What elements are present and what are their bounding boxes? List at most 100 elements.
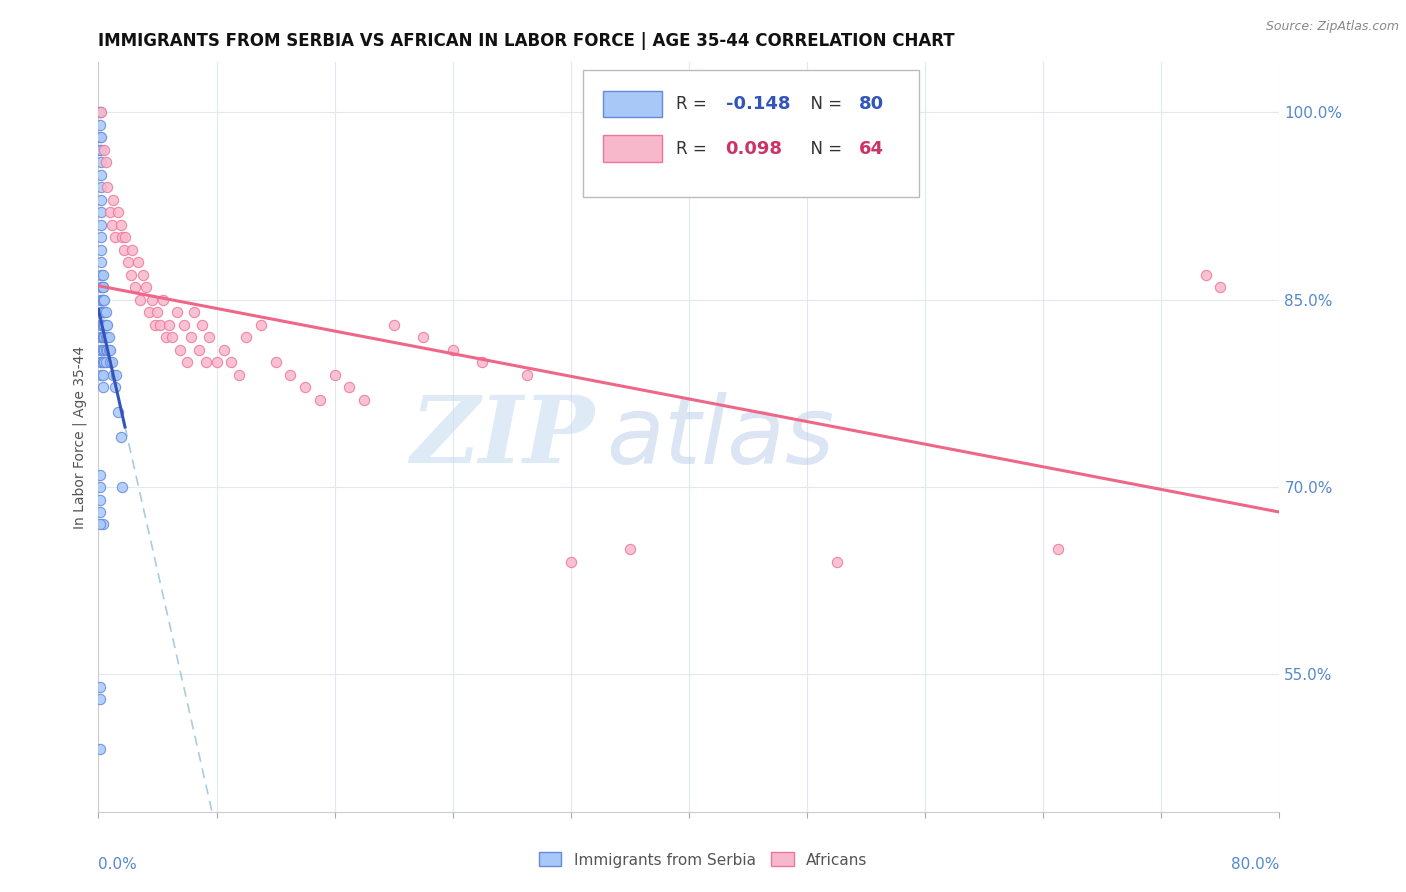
Point [91, 330, 114, 344]
Point [91, 368, 114, 382]
Text: 0.098: 0.098 [725, 140, 783, 158]
Point [212, 343, 235, 357]
Point [91, 268, 114, 282]
Point [560, 555, 582, 569]
Text: 0.0%: 0.0% [98, 856, 138, 871]
Point [441, 343, 464, 357]
Point [89, 467, 111, 482]
Text: N =: N = [800, 140, 848, 158]
Point [91, 293, 114, 307]
Point [1209, 280, 1232, 294]
Point [195, 355, 218, 369]
Point [111, 230, 134, 244]
Point [90, 155, 112, 169]
Point [90, 268, 112, 282]
Point [339, 380, 361, 394]
Text: atlas: atlas [606, 392, 835, 483]
Point [382, 318, 405, 332]
Point [107, 405, 129, 419]
Text: R =: R = [676, 95, 711, 112]
Point [90, 355, 112, 369]
Text: 80: 80 [859, 95, 884, 112]
Point [146, 305, 169, 319]
Point [104, 230, 127, 244]
Point [89, 105, 111, 120]
Point [1195, 268, 1218, 282]
Point [97, 343, 120, 357]
Point [91, 305, 114, 319]
Point [90, 318, 112, 332]
Point [91, 305, 114, 319]
Point [91, 293, 114, 307]
Point [90, 143, 112, 157]
Point [111, 480, 134, 494]
Point [155, 330, 177, 344]
Point [94, 318, 117, 332]
Point [93, 305, 115, 319]
Point [96, 343, 118, 357]
Point [91, 355, 114, 369]
Point [90, 180, 112, 194]
Point [264, 355, 287, 369]
Point [323, 368, 346, 382]
Point [89, 692, 111, 706]
Point [97, 330, 120, 344]
Point [173, 318, 195, 332]
Point [280, 368, 302, 382]
FancyBboxPatch shape [582, 70, 920, 197]
Point [93, 318, 115, 332]
Point [91, 343, 114, 357]
Point [98, 343, 121, 357]
Point [89, 143, 111, 157]
Text: N =: N = [800, 95, 848, 112]
Point [90, 280, 112, 294]
Point [198, 330, 221, 344]
Point [98, 355, 121, 369]
Point [94, 343, 117, 357]
Point [250, 318, 273, 332]
Point [90, 330, 112, 344]
Point [169, 343, 191, 357]
Point [105, 368, 128, 382]
Point [90, 230, 112, 244]
Point [152, 293, 174, 307]
Text: ZIP: ZIP [411, 392, 595, 482]
Point [516, 368, 538, 382]
Point [93, 343, 115, 357]
Point [93, 293, 115, 307]
Point [103, 193, 125, 207]
Point [228, 368, 250, 382]
Point [90, 355, 112, 369]
Point [90, 305, 112, 319]
Point [1046, 542, 1070, 557]
Point [149, 318, 172, 332]
Point [90, 330, 112, 344]
Point [96, 318, 118, 332]
Point [89, 118, 111, 132]
Point [117, 255, 139, 269]
Text: 80.0%: 80.0% [1232, 856, 1279, 871]
Point [96, 180, 118, 194]
Point [353, 392, 375, 407]
FancyBboxPatch shape [603, 136, 662, 161]
Point [90, 218, 112, 232]
Point [90, 318, 112, 332]
Point [90, 105, 112, 120]
Point [619, 542, 641, 557]
Point [135, 280, 157, 294]
Point [191, 318, 214, 332]
Point [91, 280, 114, 294]
Point [91, 318, 114, 332]
Point [138, 305, 160, 319]
Text: -0.148: -0.148 [725, 95, 790, 112]
Point [89, 505, 111, 519]
Text: R =: R = [676, 140, 711, 158]
Point [166, 305, 188, 319]
Point [110, 430, 132, 444]
Point [90, 193, 112, 207]
Point [89, 480, 111, 494]
Point [90, 255, 112, 269]
Point [93, 330, 115, 344]
Legend: Immigrants from Serbia, Africans: Immigrants from Serbia, Africans [533, 847, 873, 873]
Point [91, 330, 114, 344]
